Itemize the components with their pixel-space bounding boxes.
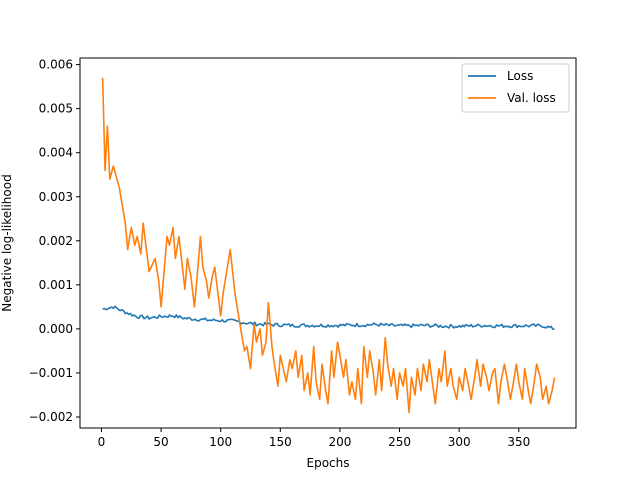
x-tick-label: 300 (448, 435, 471, 449)
x-tick-label: 0 (98, 435, 106, 449)
x-tick-label: 50 (153, 435, 168, 449)
series-line-loss (102, 305, 555, 331)
x-tick-label: 350 (507, 435, 530, 449)
y-tick-label: 0.001 (39, 278, 73, 292)
y-tick-label: 0.002 (39, 234, 73, 248)
x-axis: 0 50 100 150 200 250 300 350 (98, 428, 530, 449)
x-axis-label: Epochs (307, 456, 350, 470)
y-tick-label: 0.005 (39, 102, 73, 116)
x-tick-label: 100 (209, 435, 232, 449)
plot-area (101, 77, 556, 414)
y-tick-label: −0.002 (29, 410, 73, 424)
legend: Loss Val. loss (461, 63, 570, 113)
y-axis-label: Negative log-likelihood (0, 174, 14, 311)
x-tick-label: 200 (328, 435, 351, 449)
y-tick-label: −0.001 (29, 366, 73, 380)
y-axis: −0.002 −0.001 0.000 0.001 0.002 0.003 0.004 0.0… (29, 58, 80, 424)
y-tick-label: 0.006 (39, 58, 73, 72)
y-tick-label: 0.003 (39, 190, 73, 204)
y-tick-label: 0.004 (39, 146, 73, 160)
x-tick-label: 150 (269, 435, 292, 449)
legend-label-loss: Loss (507, 69, 533, 83)
x-tick-label: 250 (388, 435, 411, 449)
y-tick-label: 0.000 (39, 322, 73, 336)
axes-frame (79, 57, 577, 429)
series-line-val-loss (101, 77, 556, 414)
legend-label-val-loss: Val. loss (507, 91, 556, 105)
